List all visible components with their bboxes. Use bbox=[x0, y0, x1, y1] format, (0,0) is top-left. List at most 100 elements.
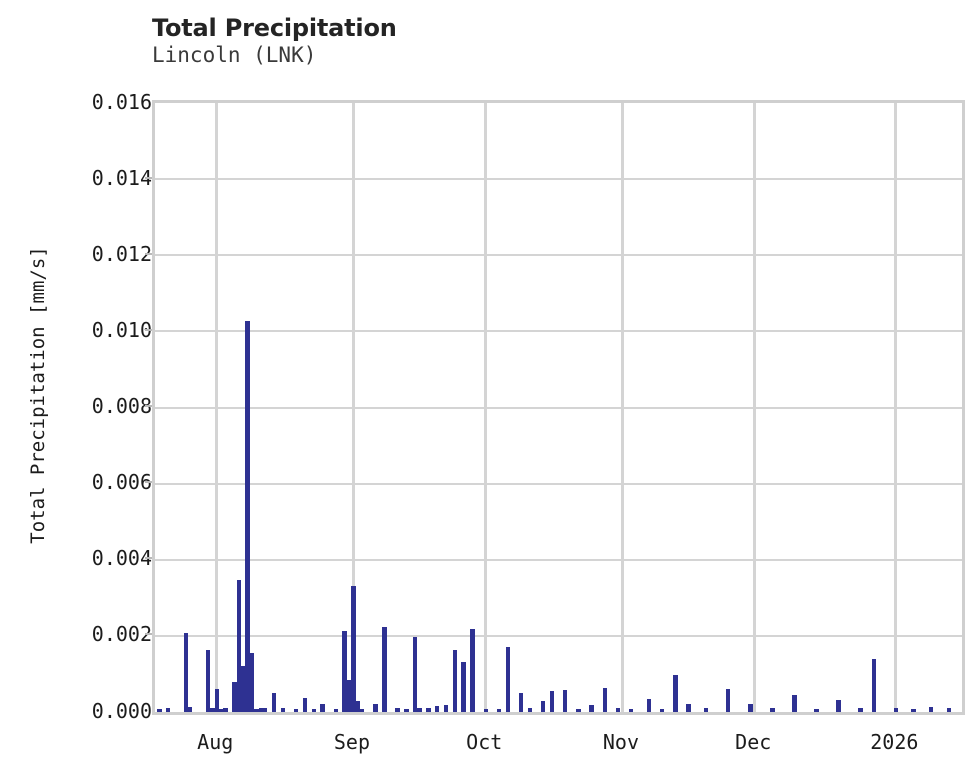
bar bbox=[792, 694, 797, 712]
y-tick-mark bbox=[145, 557, 152, 560]
bar bbox=[911, 708, 916, 712]
bar bbox=[426, 708, 431, 712]
vertical-gridline bbox=[620, 103, 624, 712]
bar bbox=[540, 700, 546, 712]
bar bbox=[549, 691, 555, 712]
y-tick-label: 0.008 bbox=[91, 394, 152, 418]
bar bbox=[496, 708, 502, 712]
y-tick-label: 0.010 bbox=[91, 317, 152, 342]
bar bbox=[254, 708, 259, 712]
bar bbox=[245, 321, 250, 712]
title-block: Total Precipitation Lincoln (LNK) bbox=[152, 14, 852, 68]
horizontal-gridline bbox=[155, 482, 962, 485]
x-tick-label: Oct bbox=[466, 730, 503, 754]
bar bbox=[223, 708, 228, 712]
bar bbox=[589, 705, 594, 712]
bar bbox=[726, 689, 731, 712]
vertical-gridline bbox=[894, 103, 898, 712]
bar bbox=[452, 650, 458, 712]
bar bbox=[271, 692, 277, 712]
bar bbox=[293, 708, 299, 712]
y-tick-mark bbox=[145, 176, 152, 179]
bar bbox=[814, 708, 819, 712]
bar bbox=[770, 708, 775, 712]
bar bbox=[435, 706, 440, 712]
bar bbox=[928, 707, 934, 712]
bar bbox=[236, 579, 241, 712]
bar bbox=[686, 703, 691, 712]
bar bbox=[355, 701, 361, 712]
bar bbox=[858, 708, 863, 712]
horizontal-gridline bbox=[155, 178, 962, 181]
horizontal-gridline bbox=[155, 330, 962, 333]
vertical-gridline bbox=[753, 103, 757, 712]
bar bbox=[157, 708, 162, 712]
y-tick-mark bbox=[145, 633, 152, 636]
bar bbox=[311, 708, 316, 712]
y-tick-mark bbox=[145, 481, 152, 484]
bar bbox=[360, 708, 365, 712]
bar bbox=[836, 700, 841, 712]
bar bbox=[483, 708, 488, 712]
bar bbox=[646, 699, 652, 712]
bar bbox=[893, 708, 899, 712]
bar bbox=[871, 659, 876, 712]
plot-area bbox=[152, 100, 965, 715]
horizontal-gridline bbox=[155, 558, 962, 561]
x-tick-label: Nov bbox=[602, 730, 639, 754]
y-tick-label: 0.000 bbox=[91, 698, 152, 723]
bar bbox=[373, 704, 378, 712]
vertical-gridline bbox=[351, 103, 355, 712]
y-tick-mark bbox=[145, 328, 152, 331]
horizontal-gridline bbox=[155, 254, 962, 257]
x-tick-label: Dec bbox=[735, 730, 772, 754]
bar bbox=[382, 626, 387, 712]
bar bbox=[351, 586, 356, 712]
bar bbox=[562, 689, 568, 712]
bar bbox=[404, 708, 409, 712]
horizontal-gridline bbox=[155, 634, 962, 637]
bar bbox=[704, 708, 709, 712]
y-tick-mark bbox=[145, 405, 152, 407]
x-tick-label: Sep bbox=[333, 730, 370, 754]
vertical-gridline bbox=[484, 103, 488, 712]
bar bbox=[183, 633, 189, 712]
y-tick-label: 0.004 bbox=[91, 546, 152, 571]
y-axis-ticks: 0.000 0.002 0.004 0.006 0.008 0.010 0.012 0.014… bbox=[0, 0, 152, 780]
bar bbox=[518, 692, 524, 712]
y-tick-label: 0.016 bbox=[91, 89, 152, 114]
bar bbox=[346, 680, 352, 712]
bar bbox=[320, 704, 325, 712]
bar bbox=[443, 705, 449, 712]
bar bbox=[602, 688, 607, 712]
bar bbox=[395, 708, 400, 712]
bar bbox=[527, 708, 533, 712]
bar bbox=[214, 689, 219, 712]
bar bbox=[210, 708, 215, 712]
bar bbox=[461, 661, 466, 712]
bar bbox=[188, 707, 193, 712]
y-tick-label: 0.012 bbox=[91, 241, 152, 266]
bar bbox=[218, 708, 224, 712]
bar bbox=[412, 637, 418, 712]
bar bbox=[505, 647, 510, 712]
bar bbox=[748, 703, 753, 712]
bar bbox=[302, 697, 308, 712]
bar bbox=[615, 708, 621, 712]
y-tick-label: 0.014 bbox=[91, 165, 152, 190]
bar bbox=[417, 708, 422, 712]
bar bbox=[470, 629, 475, 712]
bar bbox=[240, 665, 246, 712]
bar bbox=[629, 708, 634, 712]
plot-canvas bbox=[155, 103, 962, 712]
bar bbox=[333, 708, 338, 712]
horizontal-gridline bbox=[155, 406, 962, 409]
bar bbox=[258, 708, 264, 712]
bar bbox=[342, 631, 347, 712]
page-title: Total Precipitation bbox=[152, 14, 397, 42]
bar bbox=[673, 675, 678, 712]
bar bbox=[659, 708, 665, 712]
chart-subtitle: Lincoln (LNK) bbox=[152, 43, 317, 67]
